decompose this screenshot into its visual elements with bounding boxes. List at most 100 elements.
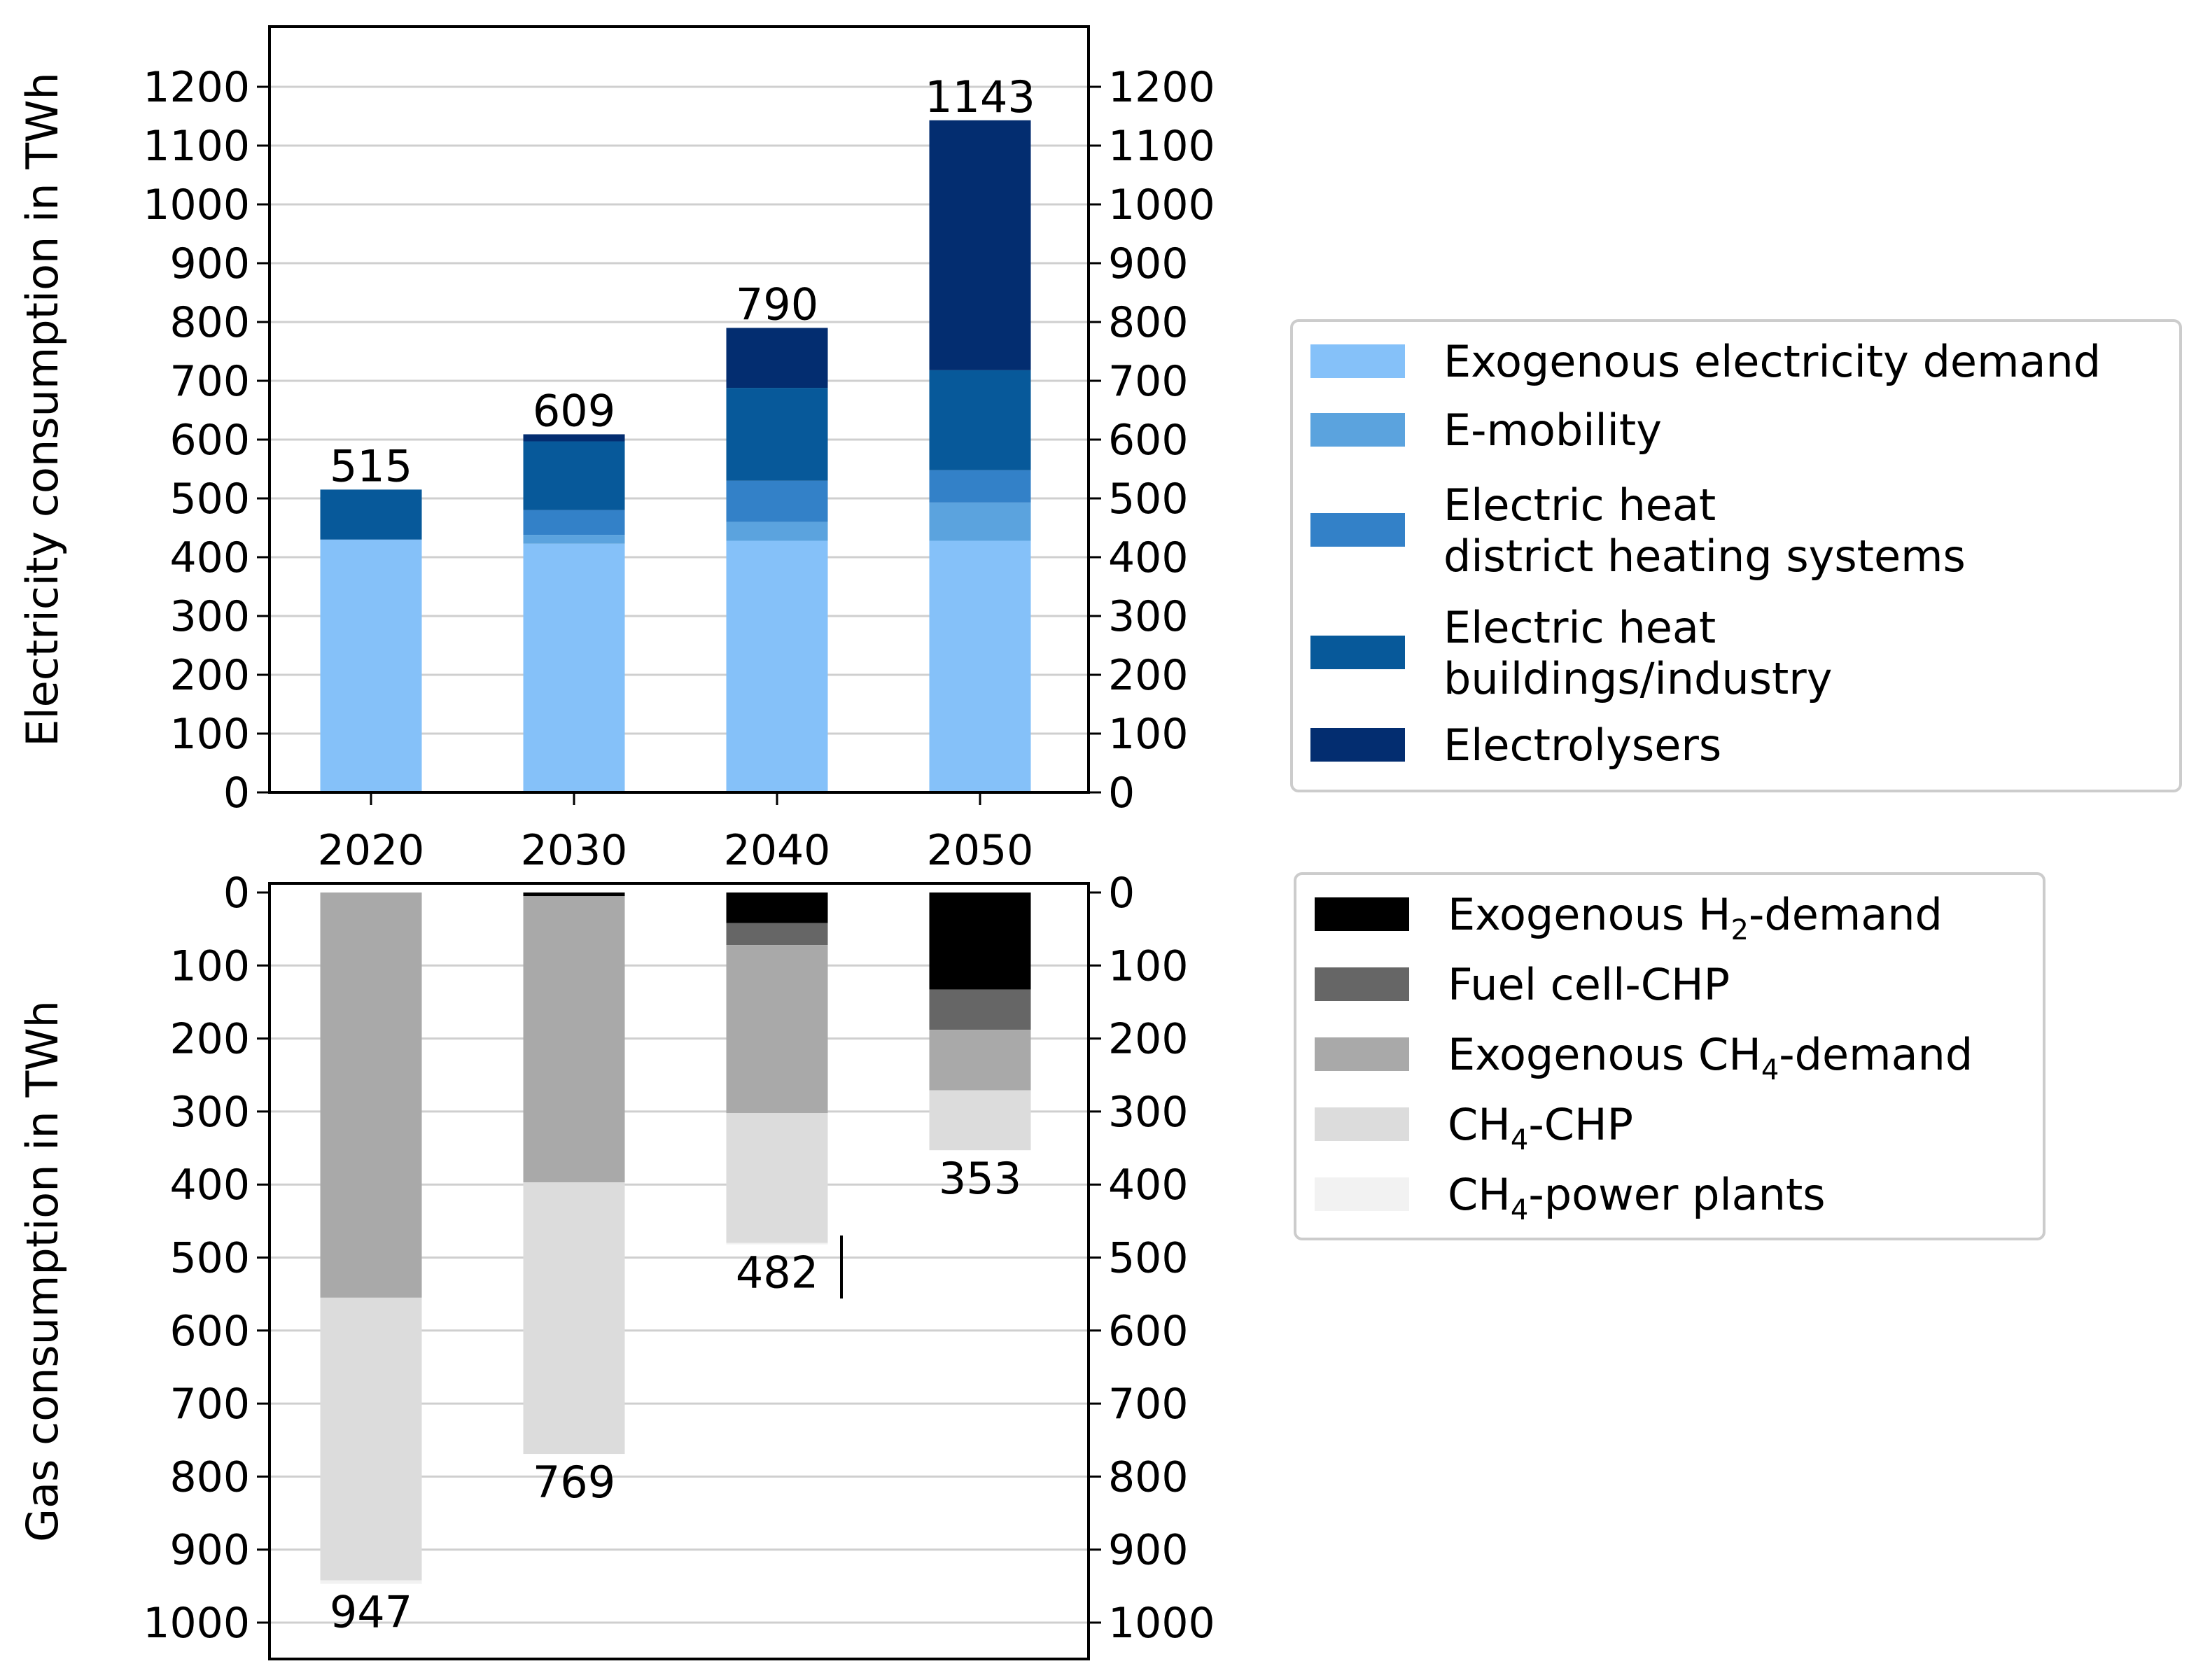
electricity-left-tick-label: 500 [169,475,250,524]
gas-chart: 947 769 482 353 0 0 100 100 200 200 300 300 400 400 50… [17,869,1215,1660]
gas-right-tick-label: 0 [1108,869,1135,918]
legend-label-electric-heat-district-heating-systems: district heating systems [1443,531,1966,582]
electricity-bar-2020-electric-heat-buildings-industry [320,489,422,540]
electricity-left-tick-label: 1000 [143,181,250,230]
electricity-total-label-2040: 790 [736,279,818,330]
legend-swatch-exogenous-h2-demand [1315,897,1409,931]
electricity-bar-2040-electrolysers [726,328,828,388]
legend-label-electric-heat-buildings-industry: buildings/industry [1443,653,1833,704]
electricity-right-tick-label: 800 [1108,298,1189,347]
x-tick-label-2050: 2050 [927,826,1034,875]
gas-right-tick-label: 800 [1108,1452,1189,1502]
legend-label-ch4-chp: CH4-CHP [1448,1099,1633,1156]
gas-bar-2030-exogenous-ch4-demand [523,896,625,1183]
electricity-bar-2040-electric-heat-buildings-industry [726,388,828,481]
electricity-left-tick-label: 200 [169,651,250,700]
legend-swatch-electrolysers [1310,728,1405,762]
gas-bar-2020-ch4-power-plants [320,1580,422,1584]
electricity-bar-2050-electrolysers [929,120,1031,370]
legend-label-e-mobility: E-mobility [1443,405,1662,456]
electricity-right-tick-label: 700 [1108,357,1189,406]
electricity-left-tick-label: 1200 [143,63,250,112]
x-tick-label-2030: 2030 [521,826,628,875]
electricity-chart: 515 609 790 1143 0 0 100 100 200 200 300 300 400 400 5… [17,25,1215,875]
legend-label-fuel-cell-chp: Fuel cell-CHP [1448,959,1730,1010]
electricity-bar-2040-electric-heat-district-heating-systems [726,480,828,522]
legend-label-exogenous-h2-demand: Exogenous H2-demand [1448,889,1943,946]
gas-right-tick-label: 400 [1108,1161,1189,1210]
electricity-bar-2030-electric-heat-district-heating-systems [523,510,625,536]
gas-left-tick-label: 900 [169,1526,250,1575]
legend-swatch-exogenous-electricity-demand [1310,344,1405,378]
gas-bar-2030-exogenous-h2-demand [523,892,625,897]
gas-legend: Exogenous H2-demand Fuel cell-CHP Exogenou… [1294,872,2045,1240]
x-tick-label-2020: 2020 [318,826,425,875]
legend-swatch-electric-heat-buildings-industry [1310,636,1405,669]
electricity-bar-2030-e-mobility [523,535,625,544]
electricity-right-tick-label: 1200 [1108,63,1215,112]
electricity-bar-2050-electric-heat-buildings-industry [929,370,1031,470]
legend-swatch-electric-heat-district-heating-systems [1310,513,1405,547]
electricity-right-tick-label: 400 [1108,533,1189,582]
gas-total-label-2040: 482 [736,1247,818,1298]
electricity-bar-2050-e-mobility [929,502,1031,541]
gas-left-tick-label: 200 [169,1015,250,1064]
gas-left-tick-label: 500 [169,1234,250,1283]
legend-swatch-ch4-chp [1315,1107,1409,1141]
gas-bar-2050-exogenous-ch4-demand [929,1030,1031,1091]
gas-bar-2020-ch4-chp [320,1297,422,1581]
gas-left-tick-label: 100 [169,941,250,990]
electricity-left-tick-label: 700 [169,357,250,406]
gas-bar-2040-exogenous-h2-demand [726,892,828,923]
electricity-left-tick-label: 300 [169,592,250,641]
gas-bar-2040-ch4-chp [726,1112,828,1243]
legend-swatch-e-mobility [1310,413,1405,447]
gas-right-tick-label: 300 [1108,1088,1189,1137]
gas-total-label-2030: 769 [533,1457,615,1508]
gas-total-label-2020: 947 [330,1587,412,1638]
electricity-bar-2050-exogenous-electricity-demand [929,540,1031,792]
legend-swatch-fuel-cell-chp [1315,967,1409,1001]
gas-left-tick-label: 600 [169,1307,250,1356]
legend-label-electrolysers: Electrolysers [1443,720,1721,771]
gas-left-tick-label: 400 [169,1161,250,1210]
gas-right-tick-label: 500 [1108,1234,1189,1283]
electricity-right-tick-label: 900 [1108,239,1189,288]
gas-total-label-2050: 353 [939,1153,1021,1204]
gas-left-tick-label: 0 [223,869,250,918]
electricity-right-tick-label: 500 [1108,475,1189,524]
electricity-left-tick-label: 800 [169,298,250,347]
gas-bar-2050-fuel-cell-chp [929,989,1031,1030]
gas-right-tick-label: 200 [1108,1015,1189,1064]
legend-label-exogenous-electricity-demand: Exogenous electricity demand [1443,336,2101,387]
gas-right-tick-label: 900 [1108,1526,1189,1575]
gas-left-tick-label: 1000 [143,1599,250,1648]
legend-label-exogenous-ch4-demand: Exogenous CH4-demand [1448,1029,1973,1086]
electricity-right-tick-label: 0 [1108,769,1135,818]
electricity-left-tick-label: 1100 [143,122,250,171]
electricity-plot-frame [268,25,1090,794]
electricity-bar-2030-exogenous-electricity-demand [523,543,625,792]
electricity-right-tick-label: 100 [1108,710,1189,759]
electricity-y-axis-title: Electricity consumption in TWh [17,72,68,747]
electricity-right-tick-label: 200 [1108,651,1189,700]
gas-bar-2040-exogenous-ch4-demand [726,945,828,1113]
electricity-bar-2040-exogenous-electricity-demand [726,540,828,792]
electricity-bar-2040-e-mobility [726,522,828,541]
electricity-left-tick-label: 0 [223,769,250,818]
gas-bar-2040-fuel-cell-chp [726,923,828,946]
gas-bar-2030-ch4-chp [523,1182,625,1455]
electricity-legend-frame [1290,319,2182,792]
gas-bar-2040-ch4-power-plants [726,1242,828,1245]
electricity-bar-2030-electric-heat-buildings-industry [523,441,625,510]
gas-right-tick-label: 700 [1108,1380,1189,1429]
electricity-left-tick-label: 900 [169,239,250,288]
gas-bar-2050-exogenous-h2-demand [929,892,1031,990]
legend-swatch-exogenous-ch4-demand [1315,1037,1409,1071]
gas-left-tick-label: 300 [169,1088,250,1137]
gas-right-tick-label: 1000 [1108,1599,1215,1648]
legend-label-electric-heat-district-heating-systems: Electric heat [1443,479,1716,531]
electricity-legend: Exogenous electricity demand E-mobility El… [1290,319,2182,792]
legend-swatch-ch4-power-plants [1315,1177,1409,1211]
gas-right-tick-label: 100 [1108,941,1189,990]
